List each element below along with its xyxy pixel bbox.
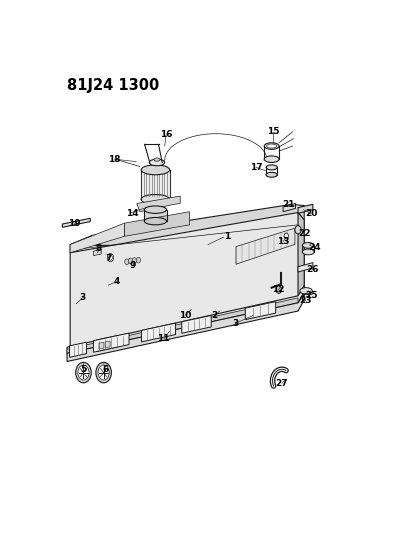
Text: 1: 1 [224,232,230,241]
Ellipse shape [144,206,166,213]
Text: 81J24 1300: 81J24 1300 [67,78,159,93]
Polygon shape [124,212,190,236]
Text: 22: 22 [298,229,310,238]
Ellipse shape [154,158,160,161]
Text: 26: 26 [307,265,319,274]
Circle shape [276,286,282,293]
Polygon shape [236,228,295,264]
Text: 3: 3 [232,319,238,328]
Polygon shape [298,263,313,272]
Text: 18: 18 [108,155,121,164]
Text: 19: 19 [68,219,80,228]
Text: 10: 10 [179,311,192,320]
Text: 7: 7 [106,254,112,263]
Polygon shape [141,170,170,199]
Text: 6: 6 [102,365,108,374]
Circle shape [76,362,91,383]
Polygon shape [70,204,304,253]
Text: 11: 11 [158,334,170,343]
Polygon shape [283,204,296,212]
Circle shape [132,257,136,263]
Ellipse shape [266,172,277,177]
Polygon shape [298,213,304,298]
Ellipse shape [149,159,165,166]
Circle shape [108,255,112,260]
Text: 3: 3 [80,293,86,302]
Polygon shape [62,219,90,227]
Polygon shape [144,209,166,221]
Polygon shape [70,213,304,347]
Ellipse shape [302,249,314,255]
Text: 20: 20 [305,209,318,218]
Ellipse shape [141,195,170,204]
Circle shape [98,365,109,380]
Text: 27: 27 [276,379,288,388]
Text: 13: 13 [277,237,290,246]
Text: 5: 5 [80,365,87,374]
Polygon shape [96,335,118,352]
Circle shape [295,225,301,234]
Ellipse shape [144,217,166,225]
Circle shape [136,257,140,263]
Polygon shape [298,204,313,213]
Polygon shape [142,323,176,342]
Text: 17: 17 [250,163,262,172]
Text: 21: 21 [282,200,295,209]
Text: 12: 12 [272,285,285,294]
Text: 8: 8 [96,244,102,253]
Text: 9: 9 [130,261,136,270]
Text: 25: 25 [306,290,318,300]
Text: 16: 16 [160,130,172,139]
Ellipse shape [266,165,277,170]
Polygon shape [182,316,211,333]
Polygon shape [67,294,304,361]
Text: 14: 14 [126,209,138,218]
Polygon shape [94,333,129,352]
Text: 2: 2 [211,311,218,320]
Polygon shape [70,342,86,357]
Circle shape [125,259,129,265]
Polygon shape [99,342,104,349]
Circle shape [284,233,288,239]
Text: 4: 4 [114,277,120,286]
Ellipse shape [264,143,279,149]
Circle shape [96,362,111,383]
Polygon shape [105,341,110,348]
Text: 23: 23 [299,296,312,305]
Polygon shape [245,302,276,320]
Polygon shape [67,298,298,353]
Circle shape [128,258,133,264]
Ellipse shape [302,243,314,248]
Circle shape [78,365,89,380]
Text: 15: 15 [267,127,280,136]
Ellipse shape [264,156,279,163]
Ellipse shape [300,288,312,294]
Ellipse shape [141,165,170,175]
Polygon shape [137,196,180,212]
Ellipse shape [267,144,277,148]
Text: 24: 24 [308,243,320,252]
Polygon shape [67,286,304,353]
Polygon shape [94,249,101,256]
Circle shape [107,254,114,262]
Polygon shape [70,223,124,253]
